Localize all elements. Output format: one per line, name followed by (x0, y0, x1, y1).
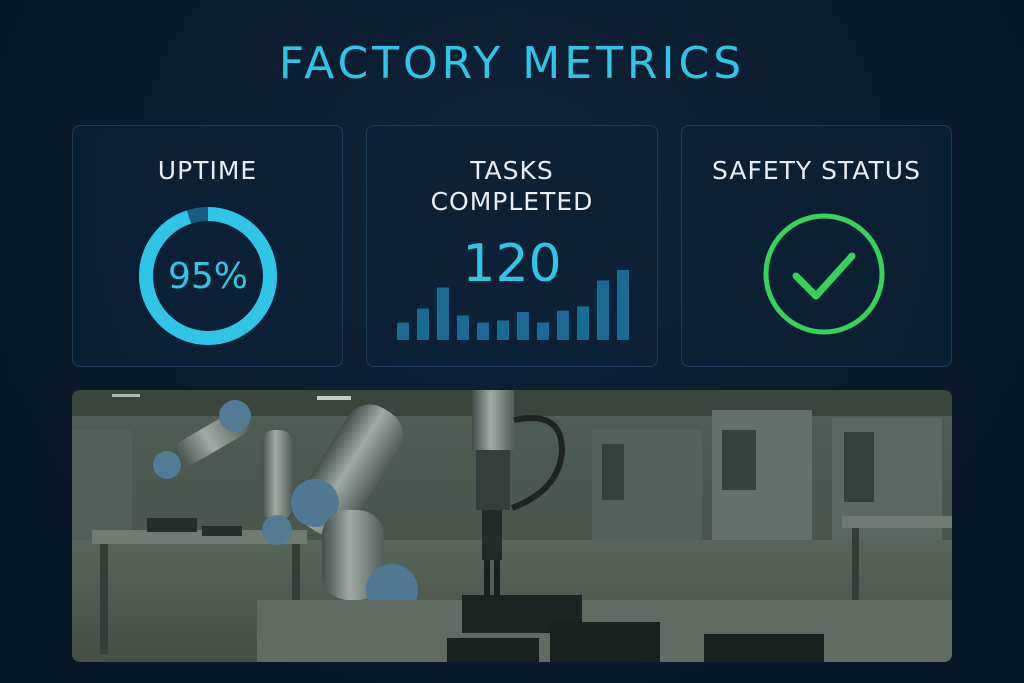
robot-arm-image (72, 390, 952, 662)
tasks-completed-value: 120 (462, 234, 562, 294)
tasks-trend-chart (397, 270, 629, 340)
uptime-card: UPTIME 95% (72, 125, 343, 367)
uptime-label: UPTIME (157, 156, 258, 185)
checkmark-icon (763, 213, 885, 335)
page-title: FACTORY METRICS (278, 38, 746, 89)
safety-label: SAFETY STATUS (712, 156, 921, 185)
trend-bar (397, 322, 409, 340)
trend-bar (457, 315, 469, 340)
trend-bar (517, 312, 529, 340)
trend-bar (537, 322, 549, 340)
safety-status-card: SAFETY STATUS (681, 125, 952, 367)
trend-bar (577, 306, 589, 340)
trend-bar (617, 270, 629, 340)
trend-bar (557, 310, 569, 340)
tasks-completed-card: TASKS COMPLETED 120 (366, 125, 658, 367)
trend-bar (477, 322, 489, 340)
factory-robot-photo (72, 390, 952, 662)
uptime-gauge (139, 207, 277, 345)
uptime-value: 95% (167, 255, 248, 297)
trend-bar (417, 308, 429, 340)
tasks-label-line2: COMPLETED (430, 187, 594, 216)
tasks-label-line1: TASKS (470, 156, 554, 185)
trend-bar (497, 320, 509, 340)
trend-bar (597, 280, 609, 340)
trend-bar (437, 287, 449, 340)
